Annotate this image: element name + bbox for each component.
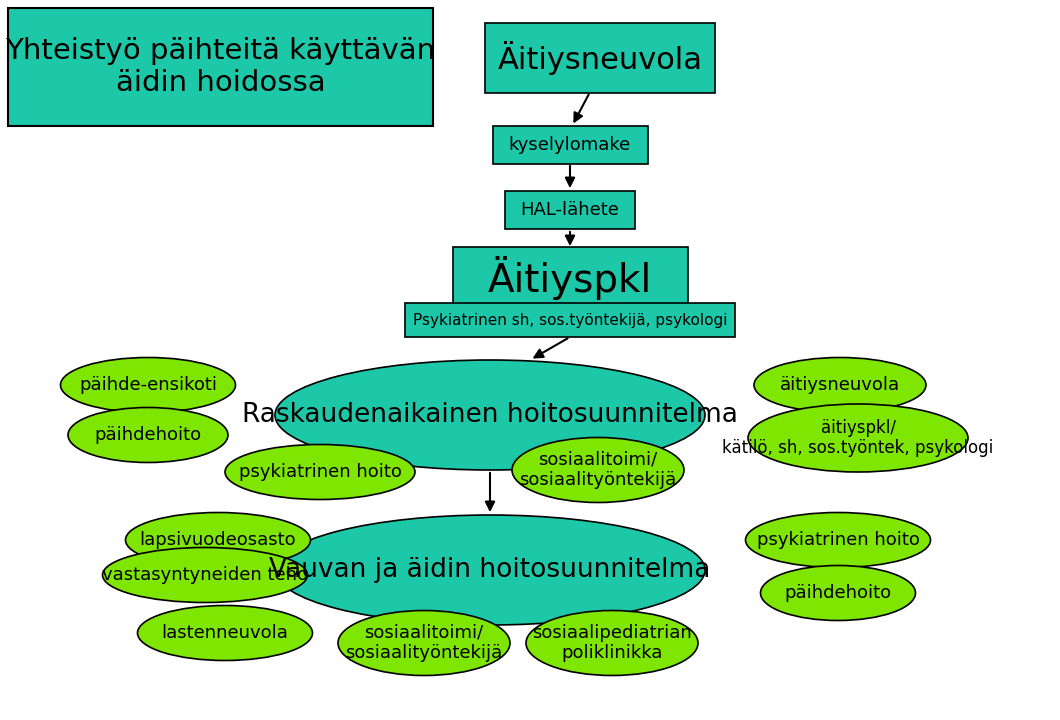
Ellipse shape — [512, 438, 684, 503]
Text: päihdehoito: päihdehoito — [94, 426, 201, 444]
Ellipse shape — [275, 360, 705, 470]
Text: HAL-lähete: HAL-lähete — [520, 201, 619, 219]
Ellipse shape — [526, 611, 697, 675]
Ellipse shape — [60, 358, 235, 413]
Text: äitiyspkl/
kätilö, sh, sos.työntek, psykologi: äitiyspkl/ kätilö, sh, sos.työntek, psyk… — [722, 418, 993, 457]
Ellipse shape — [225, 444, 416, 500]
FancyBboxPatch shape — [485, 23, 716, 93]
FancyBboxPatch shape — [505, 191, 635, 229]
Text: Raskaudenaikainen hoitosuunnitelma: Raskaudenaikainen hoitosuunnitelma — [242, 402, 738, 428]
Ellipse shape — [103, 547, 307, 603]
Text: psykiatrinen hoito: psykiatrinen hoito — [757, 531, 919, 549]
Text: päihdehoito: päihdehoito — [784, 584, 891, 602]
Text: Vauvan ja äidin hoitosuunnitelma: Vauvan ja äidin hoitosuunnitelma — [269, 557, 710, 583]
Ellipse shape — [748, 404, 968, 472]
Ellipse shape — [125, 513, 311, 567]
Text: Äitiyspkl: Äitiyspkl — [488, 256, 652, 300]
Text: päihde-ensikoti: päihde-ensikoti — [80, 376, 217, 394]
Ellipse shape — [760, 565, 916, 621]
Text: sosiaalitoimi/
sosiaalityöntekijä: sosiaalitoimi/ sosiaalityöntekijä — [346, 624, 502, 662]
Ellipse shape — [275, 515, 705, 625]
Text: kyselylomake: kyselylomake — [509, 136, 631, 154]
Ellipse shape — [138, 606, 313, 660]
Text: lapsivuodeosasto: lapsivuodeosasto — [140, 531, 297, 549]
Text: Psykiatrinen sh, sos.työntekijä, psykologi: Psykiatrinen sh, sos.työntekijä, psykolo… — [412, 312, 727, 328]
Text: sosiaalipediatrian
poliklinikka: sosiaalipediatrian poliklinikka — [532, 624, 692, 662]
Ellipse shape — [754, 358, 926, 413]
Text: vastasyntyneiden teho: vastasyntyneiden teho — [102, 566, 308, 584]
Text: äitiysneuvola: äitiysneuvola — [780, 376, 900, 394]
Text: Äitiysneuvola: Äitiysneuvola — [497, 41, 703, 75]
Text: lastenneuvola: lastenneuvola — [161, 624, 288, 642]
Text: sosiaalitoimi/
sosiaalityöntekijä: sosiaalitoimi/ sosiaalityöntekijä — [519, 451, 676, 490]
Ellipse shape — [745, 513, 931, 567]
FancyBboxPatch shape — [405, 303, 735, 337]
Ellipse shape — [338, 611, 510, 675]
Ellipse shape — [68, 408, 228, 462]
Text: psykiatrinen hoito: psykiatrinen hoito — [238, 463, 402, 481]
FancyBboxPatch shape — [453, 247, 688, 309]
Text: Yhteistyö päihteitä käyttävän
äidin hoidossa: Yhteistyö päihteitä käyttävän äidin hoid… — [5, 37, 436, 97]
FancyBboxPatch shape — [493, 126, 648, 164]
FancyBboxPatch shape — [8, 8, 432, 126]
